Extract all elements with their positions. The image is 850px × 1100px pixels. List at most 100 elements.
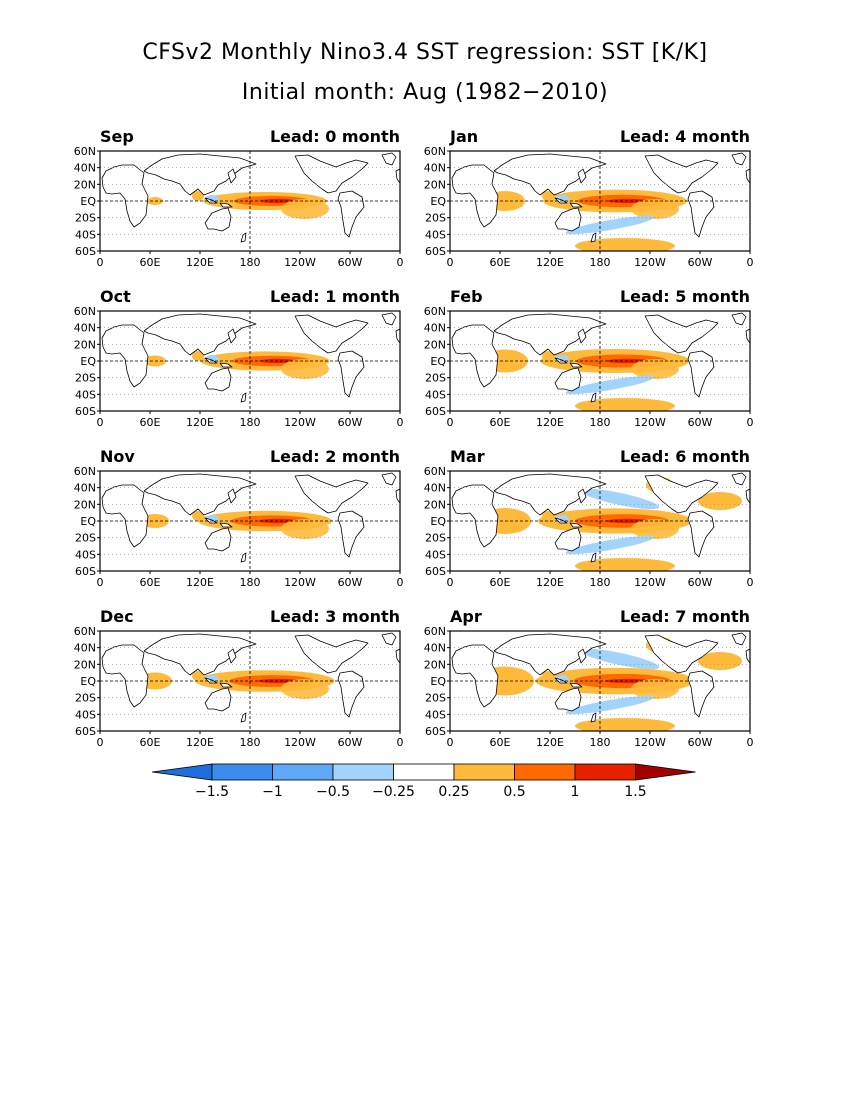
continent-outline: [219, 362, 233, 368]
continent-outline: [294, 474, 369, 514]
panel-lead-label: Lead: 1 month: [269, 287, 400, 306]
warm-anomaly-contour: [631, 359, 679, 379]
continent-outline: [240, 392, 247, 403]
lon-tick-label: 0: [447, 576, 454, 589]
lon-tick-label: 0: [397, 576, 404, 589]
lat-tick-label: 40S: [425, 388, 446, 401]
warm-anomaly-contour: [542, 351, 554, 361]
continent-outline: [644, 314, 719, 354]
colorbar-segment: [393, 763, 455, 781]
continent-outline: [569, 522, 583, 528]
cool-anomaly-contour: [580, 648, 660, 670]
lon-tick-label: 60W: [338, 736, 363, 749]
lon-tick-label: 180: [590, 576, 611, 589]
lat-tick-label: 20N: [424, 178, 446, 191]
lon-tick-label: 60E: [490, 576, 511, 589]
lon-tick-label: 0: [747, 576, 754, 589]
continent-outline: [577, 488, 587, 504]
continent-outline: [745, 488, 750, 504]
continent-outline: [554, 197, 568, 204]
lon-tick-label: 180: [590, 736, 611, 749]
lat-tick-label: 20S: [425, 372, 446, 385]
lat-tick-label: 40S: [75, 228, 96, 241]
lon-tick-label: 60W: [338, 576, 363, 589]
lat-tick-label: EQ: [80, 515, 96, 528]
lat-tick-label: 60S: [75, 565, 96, 578]
continent-outline: [337, 350, 365, 398]
colorbar-label: −0.5: [316, 784, 350, 800]
warm-anomaly-contour: [631, 199, 679, 219]
lat-tick-label: 40N: [74, 642, 96, 655]
lon-tick-label: 0: [747, 256, 754, 269]
lon-tick-label: 60W: [688, 256, 713, 269]
continent-outline: [554, 207, 582, 232]
continent-outline: [227, 648, 237, 664]
warm-anomaly-contour: [281, 199, 329, 219]
lon-tick-label: 180: [590, 416, 611, 429]
continent-outline: [143, 313, 257, 356]
warm-anomaly-contour: [281, 359, 329, 379]
lat-tick-label: 60S: [75, 725, 96, 738]
colorbar-segment: [272, 763, 334, 781]
lat-tick-label: 20S: [75, 692, 96, 705]
lat-tick-label: 40N: [74, 482, 96, 495]
lon-tick-label: 0: [447, 736, 454, 749]
continent-outline: [687, 350, 715, 398]
lat-tick-label: 20N: [424, 658, 446, 671]
continent-outline: [577, 328, 587, 344]
lat-tick-label: 20N: [74, 498, 96, 511]
colorbar-segment: [453, 763, 515, 781]
continent-outline: [590, 392, 597, 403]
warm-anomaly-contour: [192, 351, 204, 361]
lat-tick-label: 60S: [425, 565, 446, 578]
continent-outline: [493, 313, 607, 356]
colorbar-label: 1: [571, 784, 580, 800]
lat-tick-label: 40S: [75, 548, 96, 561]
continent-outline: [745, 648, 750, 664]
lon-tick-label: 120W: [284, 256, 316, 269]
panel-title: Oct Lead: 1 month: [100, 287, 400, 306]
panel-month-label: Apr: [450, 607, 482, 626]
lat-tick-label: EQ: [430, 675, 446, 688]
lon-tick-label: 120E: [536, 256, 564, 269]
continent-outline: [395, 648, 400, 664]
lon-tick-label: 120W: [634, 736, 666, 749]
panel-title: Sep Lead: 0 month: [100, 127, 400, 146]
map-panel-nov: Nov Lead: 2 month 60N 40N 20N EQ 20S 40S 60S 0 60E…: [60, 447, 404, 597]
continent-outline: [227, 328, 237, 344]
lat-tick-label: 20N: [424, 338, 446, 351]
lat-tick-label: 20S: [75, 372, 96, 385]
continent-outline: [577, 648, 587, 664]
panel-title: Apr Lead: 7 month: [450, 607, 750, 626]
continent-outline: [337, 670, 365, 718]
lat-tick-label: 60N: [74, 145, 96, 158]
continent-outline: [554, 687, 582, 712]
lat-tick-label: 20N: [74, 178, 96, 191]
continent-outline: [590, 552, 597, 563]
lat-tick-label: 40N: [424, 162, 446, 175]
lat-tick-label: 20N: [74, 658, 96, 671]
lon-tick-label: 120E: [536, 576, 564, 589]
warm-anomaly-contour: [281, 679, 329, 699]
panel-month-label: Dec: [100, 607, 134, 626]
continent-outline: [745, 328, 750, 344]
lat-tick-label: 40N: [424, 482, 446, 495]
panel-title: Nov Lead: 2 month: [100, 447, 400, 466]
panel-lead-label: Lead: 7 month: [619, 607, 750, 626]
continent-outline: [554, 367, 582, 392]
continent-outline: [569, 682, 583, 688]
warm-anomaly-contour: [192, 191, 204, 201]
warm-anomaly-contour: [542, 191, 554, 201]
continent-outline: [101, 164, 149, 228]
sst-regression-field: [101, 152, 400, 243]
lat-tick-label: 20S: [425, 532, 446, 545]
